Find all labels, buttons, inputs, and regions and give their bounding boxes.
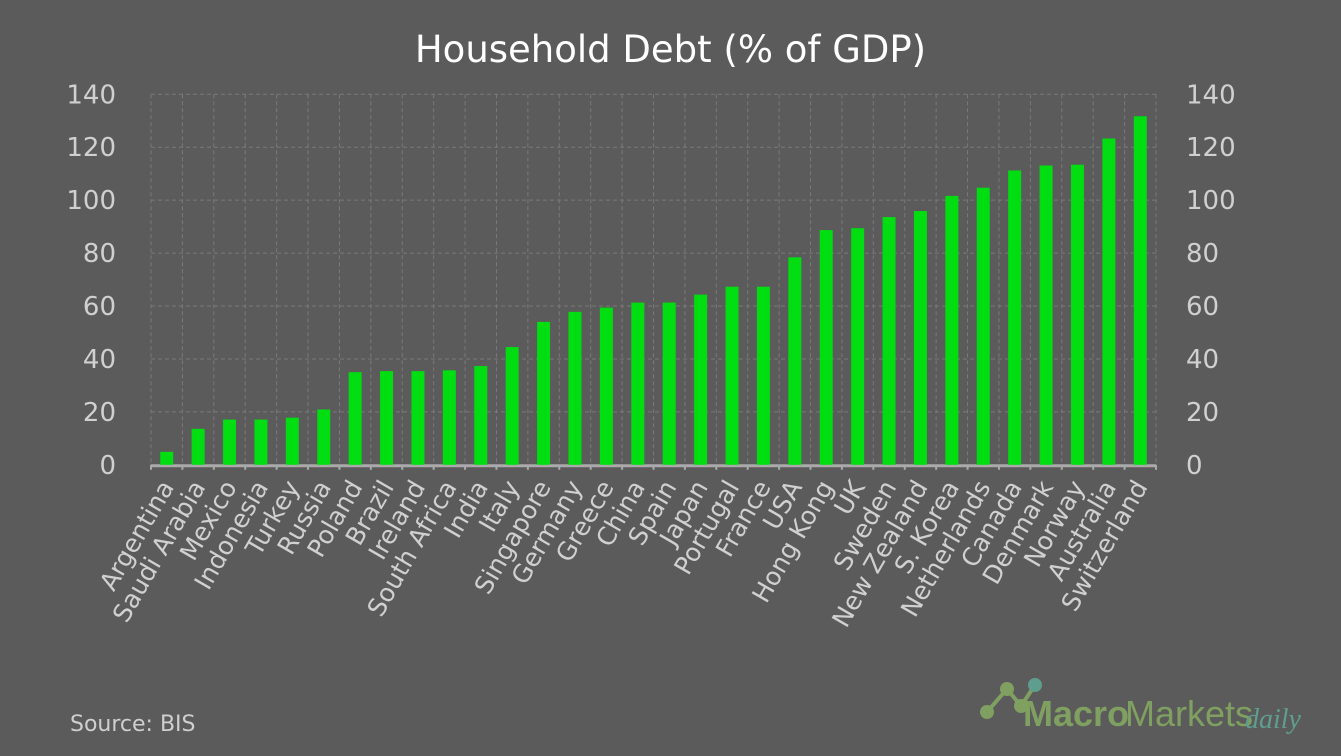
bar-saudi-arabia — [191, 428, 205, 465]
bar-sweden — [882, 217, 896, 465]
bar-usa — [788, 257, 802, 465]
bar-spain — [662, 302, 676, 465]
logo-text-markets: Markets — [1125, 693, 1253, 734]
bar-russia — [317, 409, 331, 465]
bar-greece — [599, 307, 613, 465]
bar-china — [631, 302, 645, 465]
bar-australia — [1102, 138, 1116, 465]
chart-title: Household Debt (% of GDP) — [414, 28, 927, 71]
logo-text-daily: daily — [1245, 704, 1302, 735]
y-tick-label-right: 40 — [1186, 345, 1219, 375]
y-tick-label-right: 100 — [1186, 186, 1236, 216]
y-tick-label-left: 40 — [83, 345, 116, 375]
bar-switzerland — [1133, 116, 1147, 465]
bar-uk — [851, 228, 865, 465]
y-tick-label-right: 0 — [1186, 451, 1203, 481]
bar-brazil — [380, 371, 394, 465]
bar-singapore — [537, 321, 551, 465]
y-tick-label-left: 140 — [66, 80, 116, 110]
y-tick-label-right: 140 — [1186, 80, 1236, 110]
y-tick-label-left: 0 — [99, 451, 116, 481]
y-tick-label-right: 80 — [1186, 239, 1219, 269]
bar-norway — [1070, 164, 1084, 465]
y-tick-label-left: 60 — [83, 292, 116, 322]
bar-argentina — [160, 451, 174, 465]
bar-ireland — [411, 371, 425, 465]
bar-netherlands — [976, 187, 990, 465]
source-note: Source: BIS — [70, 712, 196, 737]
y-tick-label-left: 100 — [66, 186, 116, 216]
y-tick-label-right: 20 — [1186, 398, 1219, 428]
bar-new-zealand — [913, 211, 927, 465]
y-tick-label-left: 120 — [66, 133, 116, 163]
y-tick-label-left: 20 — [83, 398, 116, 428]
bar-south-africa — [442, 370, 456, 465]
bar-hong-kong — [819, 230, 833, 465]
bar-india — [474, 366, 488, 465]
logo-chart-icon — [980, 678, 1042, 719]
y-tick-label-left: 80 — [83, 239, 116, 269]
bar-turkey — [285, 417, 299, 465]
logo-text-macro: Macro — [1023, 693, 1129, 734]
bar-canada — [1008, 170, 1022, 465]
y-tick-label-right: 120 — [1186, 133, 1236, 163]
bar-s-korea — [945, 195, 959, 465]
bar-portugal — [725, 286, 739, 465]
bar-italy — [505, 347, 519, 465]
bar-poland — [348, 372, 362, 465]
bar-mexico — [223, 419, 237, 465]
bar-indonesia — [254, 419, 268, 465]
bar-japan — [694, 294, 708, 465]
y-tick-label-right: 60 — [1186, 292, 1219, 322]
bar-france — [756, 286, 770, 465]
bar-denmark — [1039, 165, 1053, 465]
macromarkets-logo: Macro Markets daily — [980, 678, 1302, 735]
bar-germany — [568, 311, 582, 465]
